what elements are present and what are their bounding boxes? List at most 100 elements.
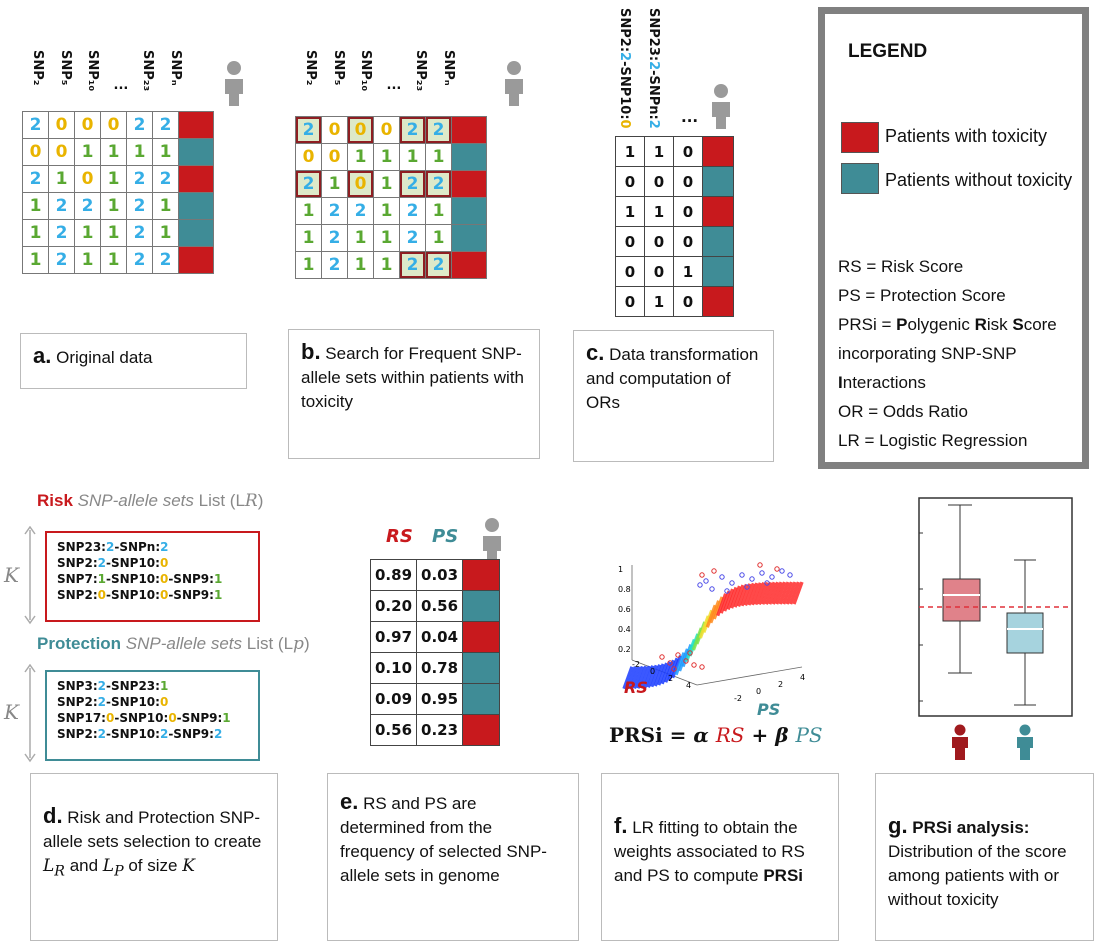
score-cell: 0.78 bbox=[416, 652, 464, 684]
rs-tick-label: 2 bbox=[668, 674, 673, 683]
legend-ntox-label: Patients without toxicity bbox=[885, 170, 1073, 190]
ps-axis-label: PS bbox=[757, 700, 780, 715]
allele-cell: 0 bbox=[373, 116, 400, 144]
toxicity-cell bbox=[451, 116, 487, 144]
legend: LEGEND Patients with toxicity Patients w… bbox=[818, 7, 1089, 469]
snp-set-item: SNP2:2-SNP10:0 bbox=[57, 556, 169, 570]
allele-cell: 0 bbox=[100, 111, 127, 139]
allele-cell: 1 bbox=[295, 224, 322, 252]
allele-cell: 2 bbox=[126, 192, 153, 220]
snp-set-item: SNP23:2-SNPn:2 bbox=[57, 540, 169, 554]
allele-cell: 1 bbox=[347, 143, 374, 171]
legend-tox-label: Patients with toxicity bbox=[885, 126, 1048, 146]
allele-cell: 1 bbox=[321, 170, 348, 198]
allele-cell: 1 bbox=[295, 197, 322, 225]
allele-cell: 2 bbox=[425, 251, 452, 279]
toxicity-cell bbox=[178, 111, 214, 139]
score-cell: 0.95 bbox=[416, 683, 464, 715]
ps-tick-label: -2 bbox=[734, 694, 742, 703]
allele-cell: 2 bbox=[399, 224, 426, 252]
score-table: 0.89 0.03 0.20 0.56 0.97 0.04 0.10 0.78 0.09 0.95… bbox=[369, 559, 501, 746]
allele-cell: 1 bbox=[100, 138, 127, 166]
header-ellipsis: ... bbox=[681, 108, 699, 126]
table-row: 0.97 0.04 bbox=[369, 621, 501, 653]
binary-cell: 0 bbox=[644, 226, 674, 257]
ps-tick-label: 0 bbox=[756, 687, 761, 696]
rs-tick-label: 4 bbox=[686, 681, 691, 690]
binary-cell: 1 bbox=[644, 286, 674, 317]
allele-cell: 0 bbox=[347, 116, 374, 144]
toxicity-cell bbox=[178, 246, 214, 274]
caption-e: e. RS and PS are determined from the fre… bbox=[327, 773, 579, 941]
caption-g: g. PRSi analysis: Distribution of the sc… bbox=[875, 773, 1094, 941]
score-cell: 0.04 bbox=[416, 621, 464, 653]
no-toxicity-cell bbox=[178, 192, 214, 220]
score-cell: 0.56 bbox=[369, 714, 418, 746]
allele-cell: 1 bbox=[152, 219, 179, 247]
z-tick-label: 0.4 bbox=[618, 625, 631, 634]
no-toxicity-cell bbox=[702, 226, 734, 257]
rs-tick-label: 0 bbox=[650, 667, 655, 676]
binary-cell: 0 bbox=[615, 256, 645, 287]
ps-tick-label: 2 bbox=[778, 680, 783, 689]
boxplot bbox=[918, 497, 1073, 760]
allele-cell: 2 bbox=[399, 116, 426, 144]
legend-definitions: RS = Risk Score PS = Protection Score PR… bbox=[838, 252, 1088, 455]
no-toxicity-cell bbox=[451, 197, 487, 225]
allele-cell: 1 bbox=[126, 138, 153, 166]
allele-cell: 1 bbox=[373, 251, 400, 279]
ps-tick-label: 4 bbox=[800, 673, 805, 682]
score-cell: 0.10 bbox=[369, 652, 418, 684]
allele-cell: 2 bbox=[48, 219, 75, 247]
allele-cell: 2 bbox=[321, 197, 348, 225]
toxicity-cell bbox=[462, 559, 501, 591]
allele-cell: 1 bbox=[22, 192, 49, 220]
allele-cell: 0 bbox=[48, 138, 75, 166]
allele-cell: 1 bbox=[373, 170, 400, 198]
column-header: SNP₁₀ bbox=[358, 50, 373, 92]
snp-set-item: SNP2:0-SNP10:0-SNP9:1 bbox=[57, 588, 223, 602]
binary-cell: 0 bbox=[673, 286, 703, 317]
allele-cell: 1 bbox=[295, 251, 322, 279]
score-cell: 0.03 bbox=[416, 559, 464, 591]
binary-cell: 1 bbox=[615, 196, 645, 227]
allele-cell: 1 bbox=[74, 219, 101, 247]
z-tick-label: 0.8 bbox=[618, 585, 631, 594]
score-cell: 0.09 bbox=[369, 683, 418, 715]
no-toxicity-cell bbox=[462, 652, 501, 684]
person-icon bbox=[505, 61, 523, 106]
allele-cell: 0 bbox=[295, 143, 322, 171]
score-cell: 0.23 bbox=[416, 714, 464, 746]
no-toxicity-cell bbox=[462, 590, 501, 622]
binary-cell: 0 bbox=[673, 166, 703, 197]
table-row: 0.20 0.56 bbox=[369, 590, 501, 622]
binary-cell: 1 bbox=[615, 136, 645, 167]
allele-cell: 0 bbox=[22, 138, 49, 166]
allele-cell: 2 bbox=[126, 219, 153, 247]
risk-list-title: Risk SNP-allele sets List (LR) bbox=[37, 491, 264, 511]
prsi-formula: PRSi = α RS + β PS bbox=[609, 723, 823, 747]
no-toxicity-cell bbox=[178, 219, 214, 247]
snp-set-item: SNP2:2-SNP10:0 bbox=[57, 695, 169, 709]
snp-set-item: SNP3:2-SNP23:1 bbox=[57, 679, 169, 693]
binary-cell: 0 bbox=[673, 226, 703, 257]
toxicity-cell bbox=[462, 621, 501, 653]
allele-cell: 2 bbox=[295, 116, 322, 144]
allele-cell: 2 bbox=[399, 251, 426, 279]
toxicity-cell bbox=[178, 165, 214, 193]
allele-cell: 2 bbox=[152, 165, 179, 193]
allele-cell: 1 bbox=[100, 165, 127, 193]
allele-cell: 1 bbox=[373, 143, 400, 171]
person-ntox-icon bbox=[1017, 724, 1033, 760]
column-header: ... bbox=[113, 78, 129, 93]
person-tox-icon bbox=[952, 724, 968, 760]
